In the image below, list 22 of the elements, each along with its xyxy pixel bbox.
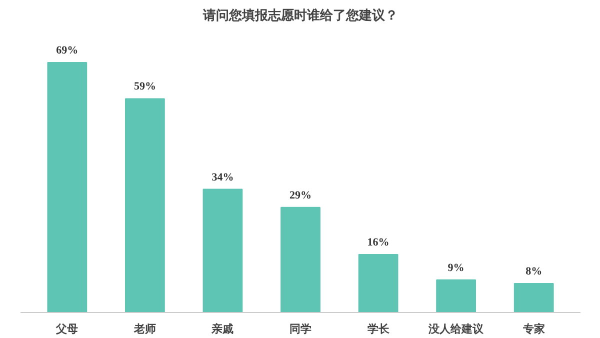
bar (358, 254, 398, 312)
x-tick-label: 同学 (290, 322, 312, 336)
data-label: 29% (290, 189, 312, 202)
chart-title: 请问您填报志愿时谁给了您建议？ (202, 8, 398, 22)
x-tick-label: 学长 (367, 322, 390, 336)
x-tick-label: 亲戚 (210, 322, 234, 336)
x-tick-label: 老师 (132, 322, 156, 336)
x-tick-label: 没人给建议 (428, 322, 485, 336)
bar (125, 98, 165, 312)
x-tick-label: 父母 (55, 322, 78, 336)
bar (47, 62, 88, 312)
bar (202, 188, 243, 312)
data-label: 16% (367, 236, 390, 249)
data-label: 8% (526, 266, 542, 278)
bar (280, 206, 320, 312)
data-label: 69% (56, 44, 78, 56)
data-label: 34% (212, 171, 234, 184)
data-label: 9% (448, 262, 464, 274)
data-label: 59% (134, 80, 156, 93)
bar (436, 279, 476, 312)
x-tick-label: 专家 (522, 322, 545, 336)
bar (514, 283, 554, 312)
